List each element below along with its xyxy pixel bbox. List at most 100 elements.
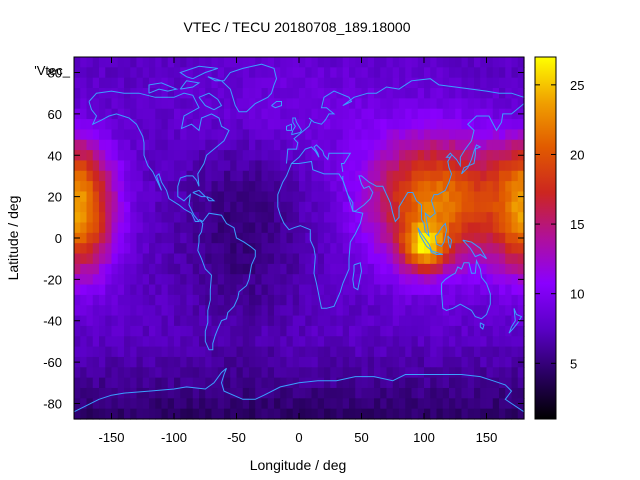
heatmap-cell — [236, 77, 244, 89]
heatmap-cell — [249, 336, 256, 348]
heatmap-cell — [392, 77, 400, 89]
heatmap-cell — [411, 284, 419, 296]
heatmap-cell — [267, 243, 275, 255]
heatmap-cell — [449, 160, 456, 172]
heatmap-cell — [367, 57, 375, 68]
heatmap-cell — [311, 212, 319, 224]
heatmap-cell — [480, 253, 488, 265]
heatmap-cell — [355, 181, 363, 193]
heatmap-cell — [130, 294, 138, 306]
heatmap-cell — [449, 232, 456, 244]
heatmap-cell — [374, 160, 381, 172]
heatmap-cell — [436, 108, 444, 120]
heatmap-cell — [380, 57, 388, 68]
heatmap-cell — [330, 57, 338, 68]
heatmap-cell — [461, 284, 469, 296]
heatmap-cell — [342, 67, 350, 79]
heatmap-cell — [399, 398, 406, 410]
heatmap-cell — [74, 201, 81, 213]
heatmap-cell — [205, 191, 213, 203]
heatmap-cell — [455, 315, 463, 327]
heatmap-cell — [155, 294, 163, 306]
heatmap-cell — [255, 274, 263, 286]
heatmap-cell — [336, 160, 344, 172]
heatmap-cell — [399, 408, 406, 420]
x-tick-label: 150 — [476, 430, 498, 445]
heatmap-cell — [124, 284, 131, 296]
heatmap-cell — [86, 408, 94, 420]
heatmap-cell — [386, 212, 394, 224]
heatmap-cell — [336, 139, 344, 151]
heatmap-cell — [105, 377, 113, 389]
heatmap-cell — [305, 201, 313, 213]
heatmap-cell — [274, 170, 281, 182]
heatmap-cell — [236, 201, 244, 213]
heatmap-cell — [474, 253, 481, 265]
heatmap-cell — [105, 305, 113, 317]
heatmap-cell — [511, 336, 519, 348]
heatmap-cell — [299, 170, 306, 182]
heatmap-cell — [142, 57, 150, 68]
heatmap-cell — [511, 77, 519, 89]
heatmap-cell — [342, 181, 350, 193]
heatmap-cell — [174, 232, 181, 244]
heatmap-cell — [180, 356, 188, 368]
heatmap-cell — [255, 325, 263, 337]
heatmap-cell — [455, 201, 463, 213]
heatmap-cell — [205, 398, 213, 410]
heatmap-cell — [280, 67, 288, 79]
heatmap-cell — [149, 150, 156, 162]
heatmap-cell — [92, 222, 100, 234]
heatmap-cell — [361, 170, 369, 182]
heatmap-cell — [186, 88, 194, 99]
heatmap-cell — [111, 170, 119, 182]
heatmap-cell — [242, 232, 250, 244]
heatmap-cell — [280, 325, 288, 337]
heatmap-cell — [374, 377, 381, 389]
heatmap-cell — [292, 67, 300, 79]
heatmap-cell — [311, 377, 319, 389]
heatmap-cell — [155, 201, 163, 213]
heatmap-cell — [186, 243, 194, 255]
heatmap-cell — [217, 232, 225, 244]
heatmap-cell — [105, 408, 113, 420]
heatmap-cell — [511, 57, 519, 68]
heatmap-cell — [217, 139, 225, 151]
heatmap-cell — [305, 67, 313, 79]
heatmap-cell — [117, 98, 125, 110]
heatmap-cell — [492, 315, 500, 327]
heatmap-cell — [342, 367, 350, 379]
heatmap-cell — [192, 119, 200, 130]
heatmap-cell — [380, 170, 388, 182]
heatmap-cell — [480, 98, 488, 110]
heatmap-cell — [436, 181, 444, 193]
heatmap-cell — [99, 119, 106, 130]
heatmap-cell — [380, 377, 388, 389]
heatmap-cell — [86, 325, 94, 337]
heatmap-cell — [317, 315, 325, 327]
heatmap-cell — [80, 222, 88, 234]
heatmap-cell — [392, 325, 400, 337]
heatmap-cell — [149, 98, 156, 110]
heatmap-cell — [430, 98, 438, 110]
heatmap-cell — [249, 67, 256, 79]
heatmap-cell — [130, 315, 138, 327]
heatmap-cell — [349, 98, 356, 110]
heatmap-cell — [430, 108, 438, 120]
heatmap-cell — [286, 274, 294, 286]
heatmap-cell — [161, 212, 169, 224]
heatmap-cell — [199, 88, 206, 99]
heatmap-cell — [136, 294, 144, 306]
heatmap-cell — [111, 336, 119, 348]
heatmap-cell — [136, 212, 144, 224]
heatmap-cell — [74, 387, 81, 399]
heatmap-cell — [392, 294, 400, 306]
heatmap-cell — [142, 336, 150, 348]
heatmap-cell — [99, 243, 106, 255]
heatmap-cell — [492, 367, 500, 379]
heatmap-cell — [311, 232, 319, 244]
heatmap-cell — [92, 160, 100, 172]
heatmap-cell — [205, 77, 213, 89]
heatmap-cell — [74, 77, 81, 89]
heatmap-cell — [255, 108, 263, 120]
